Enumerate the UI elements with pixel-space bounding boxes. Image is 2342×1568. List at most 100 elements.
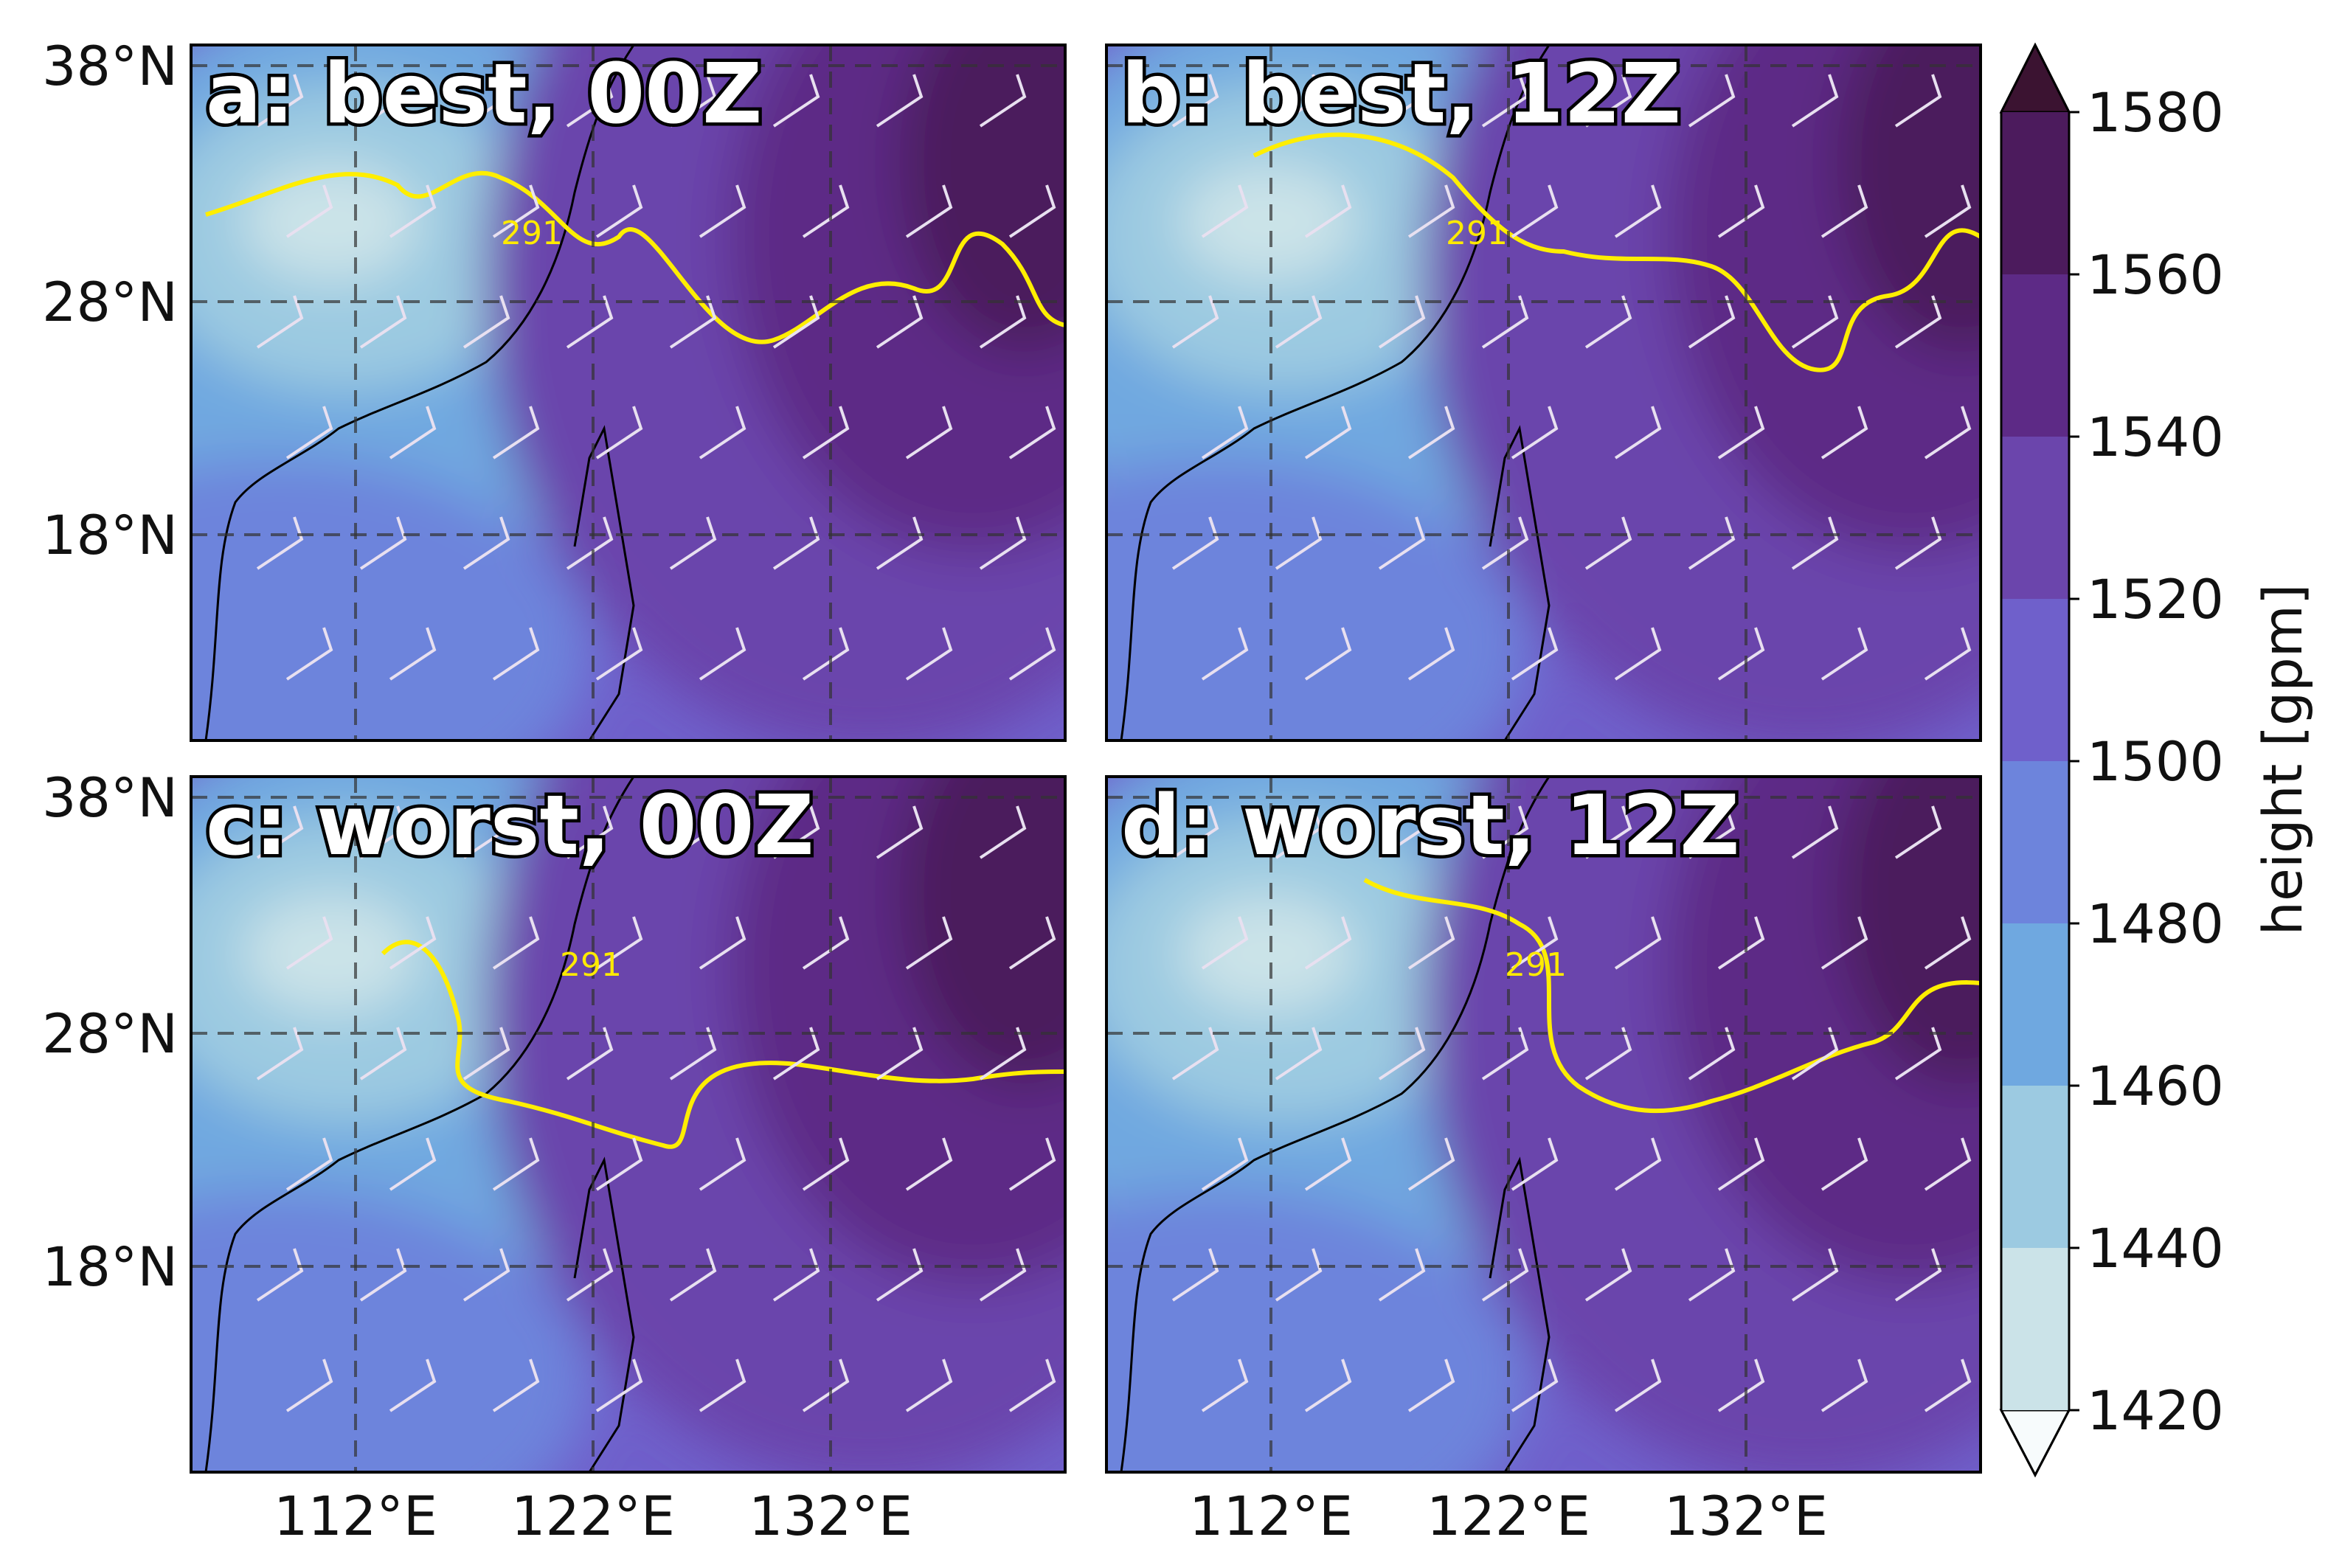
lat-label: 28°N — [42, 271, 178, 334]
wind-barb — [1717, 916, 1765, 970]
wind-barb — [1511, 916, 1559, 970]
wind-barb — [1304, 406, 1352, 459]
wind-barb — [1820, 1137, 1868, 1191]
wind-barb — [1275, 295, 1323, 349]
wind-barb — [595, 916, 643, 970]
wind-barb — [1201, 1359, 1249, 1412]
wind-barb — [1614, 1137, 1662, 1191]
wind-barb — [1511, 184, 1559, 238]
wind-barb — [1008, 1137, 1056, 1191]
wind-barb — [492, 627, 540, 681]
wind-barb — [256, 805, 304, 859]
wind-barb — [285, 916, 333, 970]
wind-barb — [389, 916, 437, 970]
wind-barb — [1791, 516, 1839, 570]
colorbar-tick-label: 1420 — [2087, 1380, 2224, 1443]
wind-barb — [256, 295, 304, 349]
wind-barb — [462, 805, 510, 859]
wind-barb — [1584, 1248, 1632, 1302]
panel-frame — [1105, 775, 1982, 1474]
colorbar-bin — [2001, 274, 2069, 437]
panel-title: d: worst, 12Z — [1121, 778, 1739, 874]
wind-barb — [772, 1248, 820, 1302]
lat-label: 28°N — [42, 1003, 178, 1066]
wind-barb — [1378, 516, 1426, 570]
wind-barb — [1201, 184, 1249, 238]
wind-barb — [492, 184, 540, 238]
wind-barb — [1171, 516, 1219, 570]
wind-barb — [1791, 74, 1839, 128]
height-region — [191, 458, 589, 740]
lon-label: 132°E — [1664, 1485, 1828, 1548]
wind-barb — [905, 1359, 953, 1412]
wind-barb — [359, 1027, 407, 1080]
wind-barb — [1820, 406, 1868, 459]
wind-barb — [1614, 916, 1662, 970]
wind-barb — [1407, 1137, 1455, 1191]
wind-barb — [1171, 1027, 1219, 1080]
lon-label: 122°E — [511, 1485, 675, 1548]
wind-barb — [699, 627, 746, 681]
wind-barb — [256, 74, 304, 128]
wind-barb — [802, 627, 850, 681]
colorbar: 1420 1440 1460 1480 1500 1520 1540 1560 1580 heig… — [1999, 42, 2315, 1478]
colorbar-extend-low — [1999, 1409, 2071, 1478]
wind-barb — [1378, 295, 1426, 349]
wind-barb — [1820, 184, 1868, 238]
height-region — [1180, 895, 1357, 1013]
wind-barb — [285, 627, 333, 681]
height-region — [243, 895, 420, 1013]
coastline — [1120, 45, 1551, 740]
colorbar-tick-label: 1580 — [2087, 82, 2224, 145]
wind-barb — [802, 916, 850, 970]
wind-barb — [669, 74, 717, 128]
wind-barb — [1894, 1248, 1942, 1302]
panel-title: b: best, 12Z — [1121, 46, 1681, 142]
lon-label: 122°E — [1427, 1485, 1590, 1548]
wind-barb — [1924, 627, 1972, 681]
wind-barb — [1171, 74, 1219, 128]
colorbar-tick-label: 1520 — [2087, 569, 2224, 631]
wind-barb — [256, 1027, 304, 1080]
wind-barb — [256, 1248, 304, 1302]
height-region — [1837, 45, 1981, 355]
wind-barb — [1275, 516, 1323, 570]
wind-barb — [1171, 1248, 1219, 1302]
wind-barb — [256, 516, 304, 570]
height-region — [899, 45, 1065, 355]
height-field — [191, 45, 1065, 740]
wind-barb — [669, 1248, 717, 1302]
wind-barb — [1008, 1359, 1056, 1412]
wind-barb — [1894, 74, 1942, 128]
wind-barb — [1688, 516, 1736, 570]
wind-barb — [1614, 1359, 1662, 1412]
contour-label: 291 — [1446, 215, 1508, 252]
contour-label: 291 — [560, 946, 622, 984]
wind-barb — [1304, 627, 1352, 681]
temperature-contour — [205, 170, 1065, 344]
wind-barb — [359, 74, 407, 128]
wind-barb — [566, 805, 614, 859]
wind-barb — [1378, 1027, 1426, 1080]
wind-barb — [359, 516, 407, 570]
wind-barb — [1481, 516, 1529, 570]
contour-label: 291 — [1505, 946, 1567, 984]
panel-frame — [190, 775, 1067, 1474]
wind-barb — [772, 516, 820, 570]
lat-label: 38°N — [42, 35, 178, 98]
wind-barb — [1924, 1137, 1972, 1191]
wind-barb — [1008, 406, 1056, 459]
wind-barb — [876, 516, 924, 570]
colorbar-tick-label: 1480 — [2087, 893, 2224, 956]
wind-barb — [389, 1137, 437, 1191]
wind-barb — [1924, 184, 1972, 238]
wind-barb — [1511, 627, 1559, 681]
wind-barb — [1407, 1359, 1455, 1412]
wind-barb — [699, 916, 746, 970]
contour-label: 291 — [501, 215, 563, 252]
colorbar-tick-label: 1540 — [2087, 406, 2224, 469]
wind-barb — [1614, 627, 1662, 681]
panel-title: c: worst, 00Z — [206, 778, 814, 874]
height-region — [899, 777, 1065, 1086]
